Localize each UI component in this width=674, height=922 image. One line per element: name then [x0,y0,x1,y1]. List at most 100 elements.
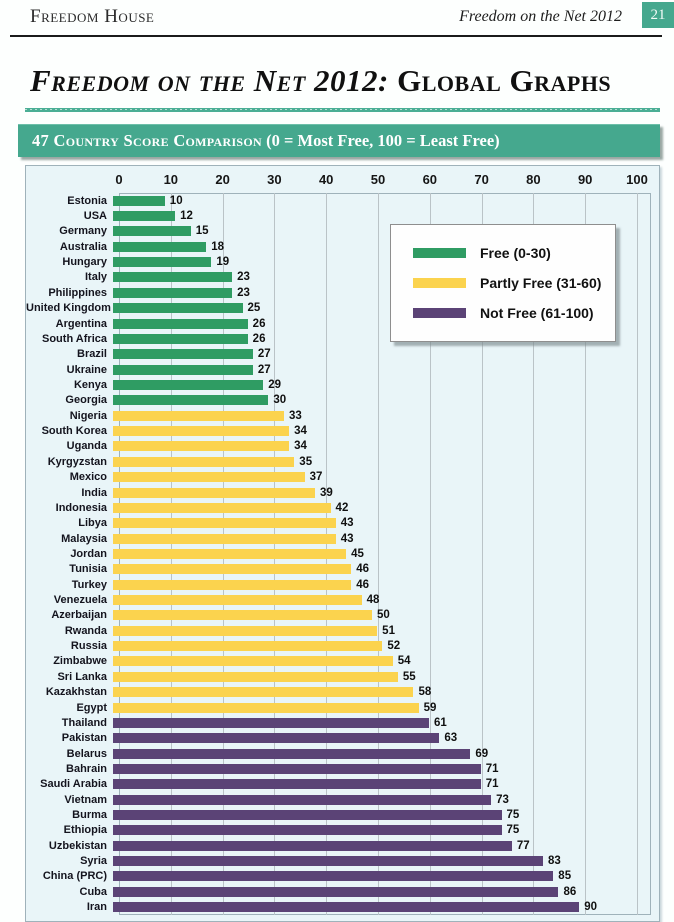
score-bar [113,333,248,344]
bar-track: 34 [113,423,645,438]
country-label: Cuba [79,885,108,898]
bar-track: 43 [113,516,645,531]
legend-label-free: Free (0-30) [480,245,551,261]
score-value: 71 [485,778,499,791]
score-value: 34 [294,440,307,453]
country-label: Hungary [62,256,107,269]
score-bar [113,717,429,728]
country-label: Estonia [67,194,107,207]
score-value: 37 [309,471,323,484]
country-label: Egypt [76,701,107,714]
score-bar [113,303,243,314]
bar-row: Kyrgyzstan 35 [26,454,659,469]
page-header: Freedom House Freedom on the Net 2012 21 [0,0,674,30]
bar-track: 15 [113,224,645,239]
score-value: 15 [195,225,209,238]
score-value: 43 [340,532,354,545]
country-label: Kenya [73,378,107,391]
country-label: India [81,486,107,499]
country-label: Georgia [65,394,107,407]
bar-track: 34 [113,439,645,454]
country-label: Rwanda [64,624,107,637]
bar-row: Hungary 19 [26,254,659,269]
bar-row: China (PRC) 85 [26,869,659,884]
banner-main-text: 47 Country Score Comparison [32,131,263,150]
bar-track: 43 [113,531,645,546]
gridline-70 [481,193,483,915]
country-label: Azerbaijan [51,609,107,622]
bar-track: 75 [113,807,645,822]
bar-track: 54 [113,654,645,669]
chart-plot-area: Estonia 10 USA 12 Germany 15 Australia 18 Hungar… [26,193,659,915]
bar-track: 63 [113,731,645,746]
bar-track: 77 [113,838,645,853]
bar-track: 59 [113,700,645,715]
banner-scale-note: (0 = Most Free, 100 = Least Free) [262,131,500,150]
score-value: 54 [397,655,411,668]
header-divider [10,35,662,37]
country-label: Nigeria [69,409,107,422]
bar-row: Thailand 61 [26,715,659,730]
bar-track: 55 [113,669,645,684]
score-bar [113,579,352,590]
country-label: Venezuela [53,594,107,607]
bar-row: Russia 52 [26,638,659,653]
score-bar [113,395,269,406]
score-bar [113,257,212,268]
score-bar [113,548,347,559]
score-bar [113,487,316,498]
bar-row: Indonesia 42 [26,500,659,515]
score-value: 61 [433,716,447,729]
country-label: Brazil [77,348,107,361]
bar-row: Italy 23 [26,270,659,285]
bar-track: 61 [113,715,645,730]
score-bar [113,886,559,897]
bar-track: 10 [113,193,645,208]
bar-row: Kazakhstan 58 [26,685,659,700]
bar-row: Kenya 29 [26,377,659,392]
country-label: South Africa [42,332,107,345]
score-value: 86 [563,885,577,898]
bar-row: Vietnam 73 [26,792,659,807]
bar-track: 30 [113,393,645,408]
x-axis-tick-40: 40 [318,172,334,187]
score-value: 85 [558,870,572,883]
score-bar [113,472,305,483]
bar-row: Philippines 23 [26,285,659,300]
country-label: Saudi Arabia [40,778,107,791]
bar-track: 37 [113,469,645,484]
score-value: 51 [382,624,395,637]
bar-row: Iran 90 [26,900,659,915]
score-value: 90 [584,901,597,914]
score-value: 19 [216,256,230,269]
bar-track: 12 [113,208,645,223]
bar-track: 35 [113,454,645,469]
country-label: Syria [80,855,107,868]
x-axis-tick-60: 60 [422,172,438,187]
country-label: Russia [70,640,107,653]
bar-row: Uganda 34 [26,439,659,454]
country-label: Italy [84,271,107,284]
country-label: Kyrgyzstan [47,455,107,468]
score-value: 69 [475,747,489,760]
bar-row: South Korea 34 [26,423,659,438]
score-value: 27 [257,348,271,361]
score-value: 45 [351,547,364,560]
score-value: 48 [366,594,380,607]
country-label: Jordan [70,547,107,560]
document-title: Freedom on the Net 2012 [459,8,622,25]
bar-row: Nigeria 33 [26,408,659,423]
score-value: 39 [320,486,333,499]
bar-track: 27 [113,362,645,377]
bar-track: 42 [113,500,645,515]
score-value: 63 [444,732,458,745]
bar-row: Pakistan 63 [26,731,659,746]
bar-row: Argentina 26 [26,316,659,331]
bar-track: 46 [113,562,645,577]
score-value: 46 [356,578,370,591]
country-label: Burma [72,809,107,822]
score-bar [113,272,233,283]
bar-row: Bahrain 71 [26,761,659,776]
x-axis-tick-100: 100 [626,172,648,187]
score-bar [113,241,207,252]
